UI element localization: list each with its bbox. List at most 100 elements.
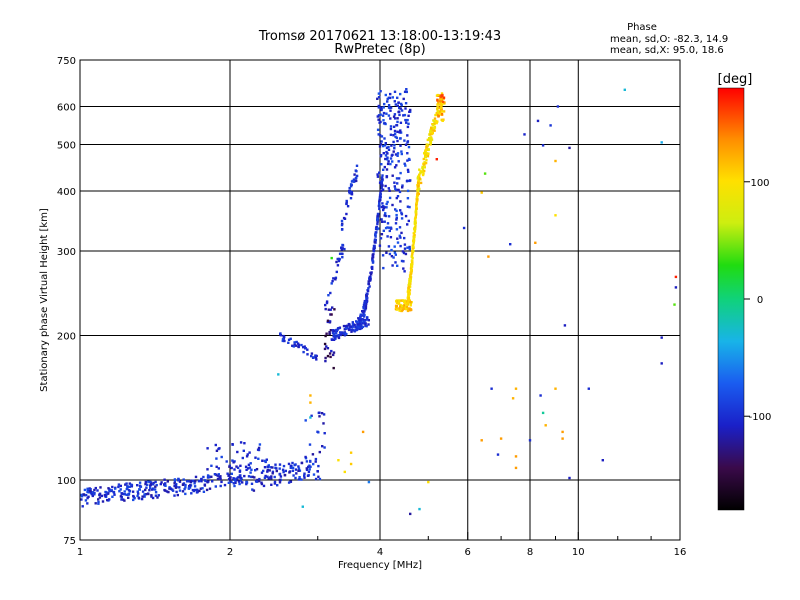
echo-point <box>310 352 314 355</box>
echo-point <box>308 464 311 467</box>
echo-point <box>233 468 236 471</box>
echo-point <box>511 397 515 400</box>
echo-point <box>439 94 442 97</box>
echo-point <box>273 482 277 485</box>
echo-point <box>427 480 430 484</box>
echo-point <box>355 164 359 167</box>
echo-point <box>395 304 398 308</box>
echo-point <box>281 468 285 471</box>
y-tick-label: 600 <box>57 103 76 114</box>
echo-point <box>336 327 340 330</box>
echo-point <box>338 258 341 261</box>
echo-point <box>89 488 92 491</box>
echo-point <box>386 156 389 159</box>
echo-point <box>428 137 431 140</box>
echo-point <box>383 165 386 169</box>
echo-point <box>350 193 354 196</box>
echo-point <box>251 488 254 491</box>
echo-point <box>220 480 223 484</box>
echo-point <box>175 490 178 494</box>
echo-point <box>200 480 203 483</box>
echo-point <box>366 318 369 321</box>
echo-point <box>379 198 382 202</box>
echo-point <box>385 206 388 209</box>
colorbar-tick-label: 100 <box>750 178 769 189</box>
echo-point <box>325 345 328 348</box>
echo-point <box>150 495 153 498</box>
echo-point <box>105 491 108 494</box>
echo-point <box>310 414 313 417</box>
echo-point <box>107 492 110 495</box>
data-points <box>80 88 678 516</box>
echo-point <box>173 478 177 481</box>
echo-point <box>378 181 382 184</box>
echo-point <box>353 323 356 327</box>
echo-point <box>407 114 410 117</box>
echo-point <box>419 170 422 173</box>
echo-point <box>275 469 278 473</box>
echo-point <box>399 305 402 308</box>
echo-point <box>409 179 412 182</box>
echo-point <box>406 159 409 162</box>
echo-point <box>568 146 571 150</box>
echo-point <box>382 208 385 212</box>
echo-point <box>99 486 102 489</box>
echo-point <box>149 486 152 490</box>
echo-point <box>406 134 409 137</box>
echo-point <box>239 474 242 477</box>
echo-point <box>341 331 344 334</box>
echo-point <box>404 214 408 218</box>
echo-point <box>335 260 338 264</box>
echo-point <box>392 150 395 153</box>
echo-point <box>367 323 370 326</box>
echo-point <box>308 468 311 471</box>
echo-point <box>396 130 399 133</box>
echo-point <box>266 465 269 468</box>
echo-point <box>436 120 439 123</box>
echo-point <box>136 490 139 493</box>
echo-point <box>126 485 129 488</box>
echo-point <box>377 227 380 230</box>
echo-point <box>118 490 121 493</box>
echo-point <box>359 318 362 322</box>
x-axis-label: Frequency [MHz] <box>338 560 422 571</box>
echo-point <box>337 336 341 340</box>
echo-point <box>112 491 116 494</box>
echo-point <box>509 243 512 246</box>
echo-point <box>360 324 363 327</box>
echo-point <box>402 114 405 117</box>
echo-point <box>151 488 154 491</box>
echo-point <box>393 117 397 120</box>
echo-point <box>405 121 408 124</box>
echo-point <box>343 334 347 337</box>
x-tick-label: 8 <box>527 547 533 558</box>
echo-point <box>433 129 436 132</box>
echo-point <box>340 248 343 251</box>
echo-point <box>243 474 246 478</box>
echo-point <box>384 142 387 145</box>
echo-point <box>396 237 399 240</box>
echo-point <box>254 469 257 472</box>
echo-point <box>435 113 438 116</box>
echo-point <box>362 309 366 313</box>
echo-point <box>173 480 177 483</box>
echo-point <box>164 484 167 487</box>
echo-point <box>93 491 96 495</box>
echo-point <box>187 486 191 490</box>
echo-point <box>351 323 355 326</box>
echo-point <box>322 422 325 425</box>
echo-point <box>409 309 412 312</box>
echo-point <box>424 149 427 152</box>
echo-point <box>245 468 248 471</box>
echo-point <box>425 159 428 162</box>
echo-point <box>514 387 518 390</box>
echo-point <box>356 320 360 324</box>
echo-point <box>406 189 410 193</box>
echo-point <box>417 180 420 183</box>
echo-point <box>426 143 429 146</box>
echo-point <box>389 236 393 239</box>
echo-point <box>393 144 396 147</box>
echo-point <box>660 336 663 339</box>
echo-point <box>236 466 240 469</box>
echo-point <box>342 324 346 328</box>
